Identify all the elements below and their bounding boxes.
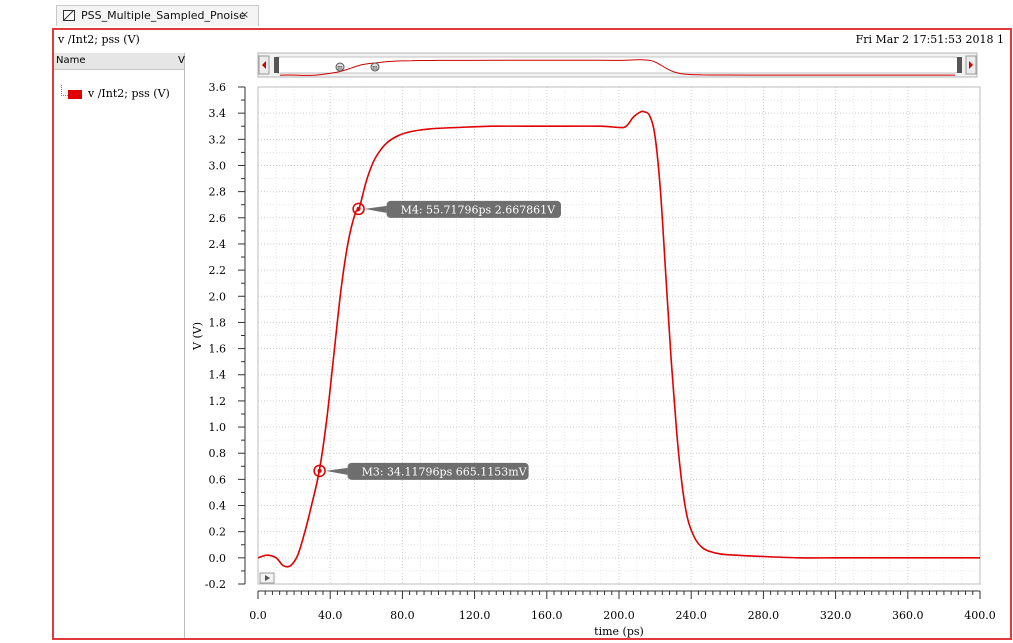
y-tick-label: 2.6 [209,212,227,225]
x-tick-label: 280.0 [748,609,780,622]
y-tick-label: 1.4 [209,369,227,382]
x-tick-label: 360.0 [892,609,924,622]
y-tick-label: -0.2 [205,578,226,591]
marker-label: M4: 55.71796ps 2.667861V [401,203,557,216]
markers: M4: 55.71796ps 2.667861V M3: 34.11796ps 6… [313,200,561,480]
grid [257,86,981,585]
y-tick-label: 3.0 [209,159,227,172]
close-icon[interactable]: × [240,8,250,21]
y-tick-label: 0.0 [209,552,227,565]
y-tick-label: 2.8 [209,186,227,199]
y-tick-label: 1.2 [209,395,227,408]
marker-pointer [364,205,387,213]
play-icon [265,575,270,581]
series-trace[interactable] [257,110,980,568]
x-axis: 0.0 40.0 80.0 120.0 160.0 200.0 240.0 280.0 320.… [249,590,996,622]
window-timestamp: Fri Mar 2 17:51:53 2018 1 [855,33,1004,46]
y-tick-label: 2.2 [209,264,227,277]
y-tick-label: 3.6 [209,81,227,94]
y-tick-label: 1.0 [209,421,227,434]
x-tick-label: 120.0 [459,609,491,622]
y-tick-label: 1.6 [209,343,227,356]
marker-ring[interactable] [313,464,326,478]
x-tick-label: 80.0 [390,609,415,622]
y-tick-label: 3.2 [209,133,227,146]
marker-box [386,200,561,218]
y-tick-label: 2.4 [209,238,227,251]
tab-label: PSS_Multiple_Sampled_Pnoise [81,9,246,22]
overview-trace [279,59,955,76]
legend-swatch[interactable] [68,90,82,99]
legend-column-name[interactable]: Name [56,55,86,66]
y-tick-label: 0.6 [209,473,227,486]
marker-label: M3: 34.11796ps 665.1153mV [362,465,528,478]
y-tick-label: 2.0 [209,290,227,303]
x-tick-label: 200.0 [603,609,635,622]
scroll-right-handle[interactable] [957,57,962,73]
plot-area [257,86,981,585]
y-tick-label: 0.8 [209,447,227,460]
tab-pss-multiple-sampled-pnoise[interactable]: PSS_Multiple_Sampled_Pnoise × [56,5,259,26]
marker-dot [317,468,322,473]
scroll-left-icon[interactable] [262,61,266,69]
x-tick-label: 160.0 [531,609,563,622]
legend-column-v[interactable]: V [178,55,185,66]
window-subtitle: v /Int2; pss (V) [58,33,140,46]
legend-header: Name V [54,53,185,70]
y-tick-label: 3.4 [209,107,227,120]
overview-marker-m4[interactable]: m [370,62,380,72]
y-tick-label: 1.8 [209,316,227,329]
marker-dot [356,206,361,211]
tree-line-icon [61,85,68,96]
plot-corner-button[interactable] [259,572,275,584]
x-tick-label: 240.0 [675,609,707,622]
overview-marker-m3[interactable]: m [335,62,345,72]
y-tick-label: 0.4 [209,500,227,513]
x-tick-label: 400.0 [964,609,996,622]
x-axis-label: time (ps) [594,625,644,638]
scroll-right-icon[interactable] [969,61,973,69]
tab-bar: PSS_Multiple_Sampled_Pnoise × [52,0,1013,28]
graph-icon [63,10,75,21]
marker-pointer [325,467,348,475]
x-tick-label: 320.0 [820,609,852,622]
legend-entry-label[interactable]: v /Int2; pss (V) [88,87,170,100]
scroll-left-handle[interactable] [274,57,279,73]
overview-scrollbar[interactable]: m m [257,52,978,78]
marker-ring[interactable] [352,202,365,216]
marker-m3[interactable]: M3: 34.11796ps 665.1153mV [313,462,529,480]
y-axis-label: V (V) [191,322,204,351]
graph-window: v /Int2; pss (V) Fri Mar 2 17:51:53 2018… [52,28,1012,640]
legend-panel: Name V v /Int2; pss (V) [54,53,185,638]
svg-text:m: m [372,65,378,72]
svg-text:m: m [337,65,343,72]
x-tick-label: 0.0 [249,609,267,622]
marker-box [347,462,529,480]
marker-m4[interactable]: M4: 55.71796ps 2.667861V [352,200,561,218]
y-axis: -0.2 0.0 0.2 0.4 0.6 0.8 1.0 1.2 1.4 1.6 1.8 2.0 2.2… [205,81,246,591]
x-tick-label: 40.0 [318,609,343,622]
y-tick-label: 0.2 [209,526,227,539]
